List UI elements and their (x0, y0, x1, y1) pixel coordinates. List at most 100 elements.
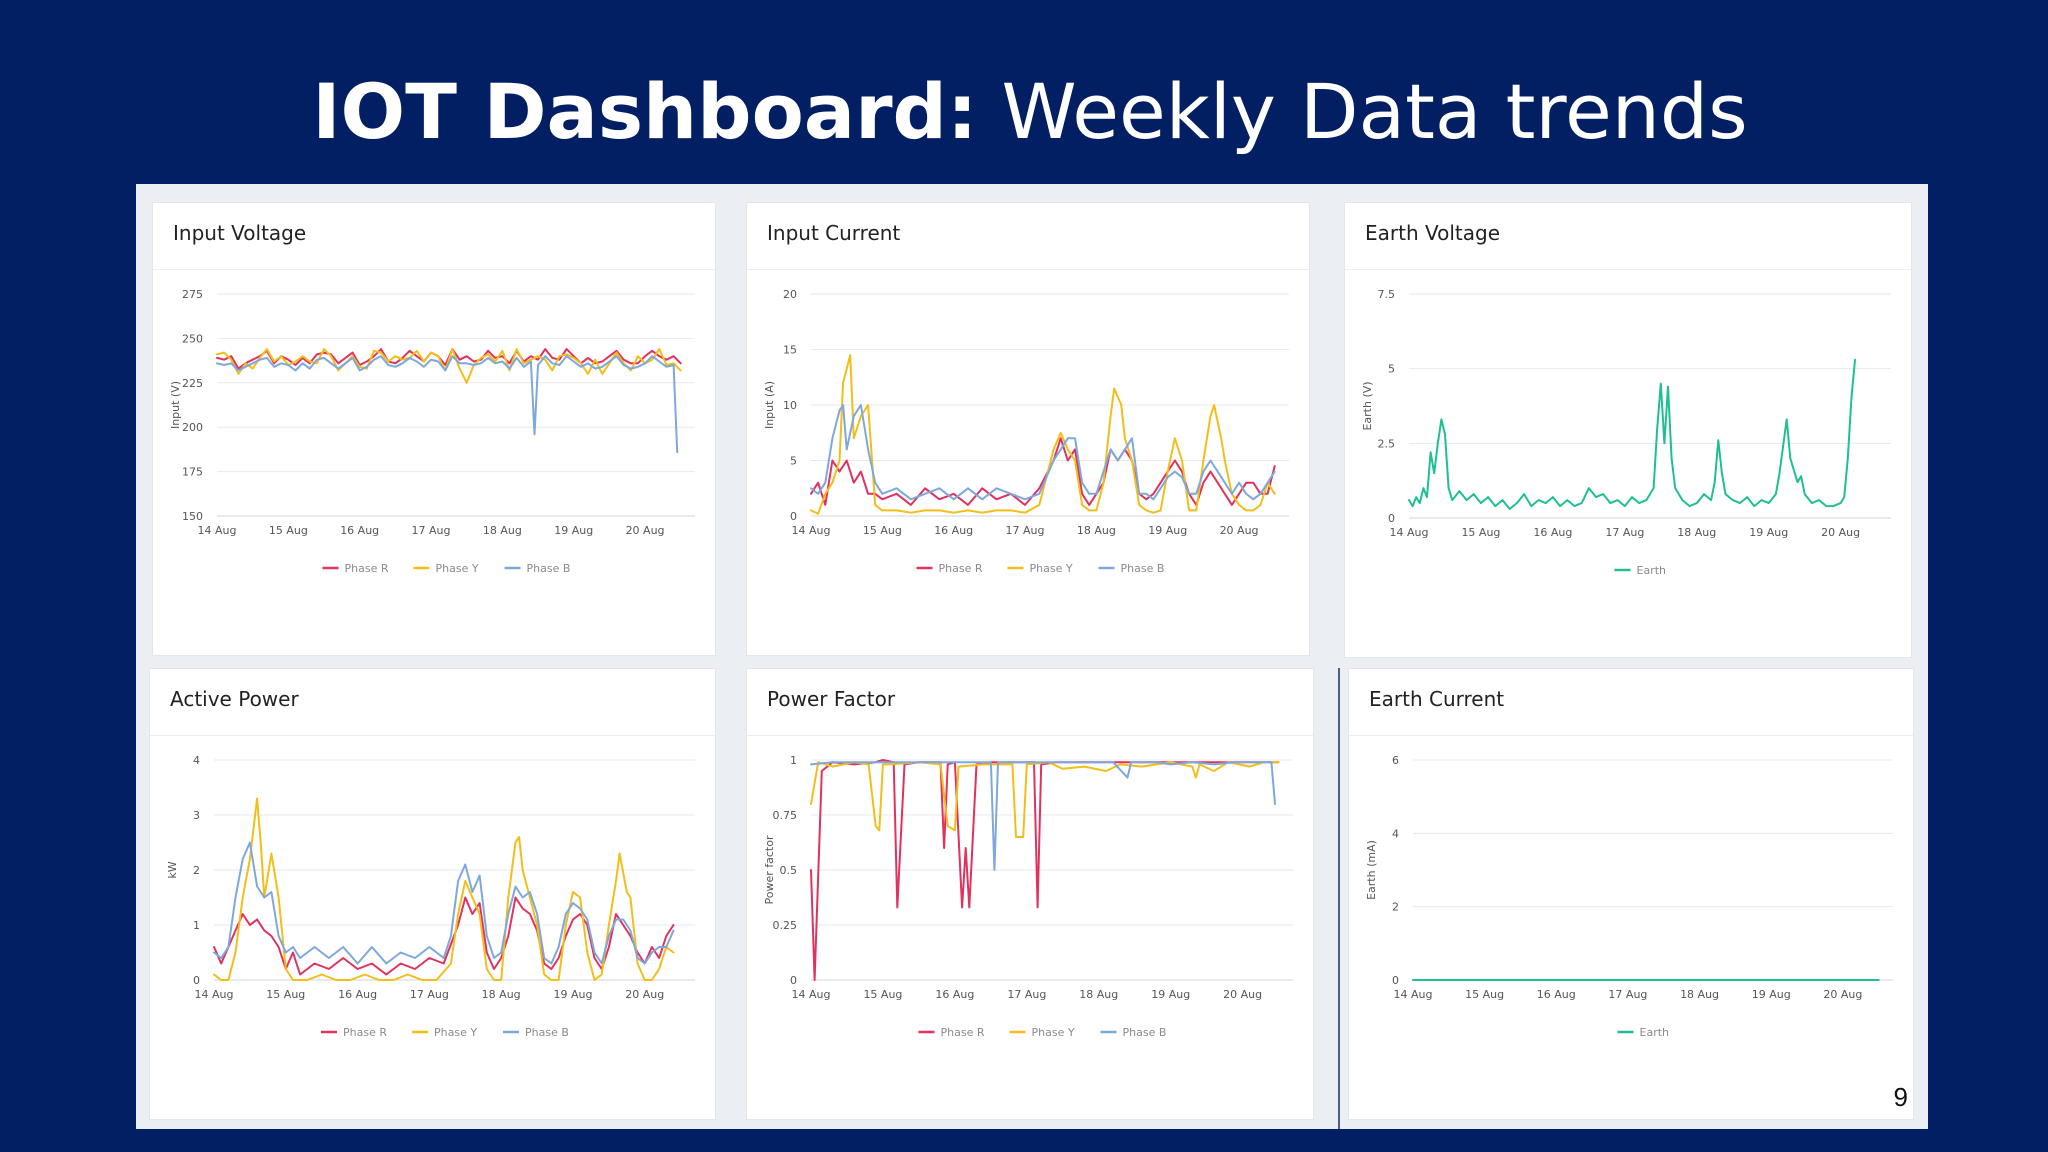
x-tick-label: 16 Aug (935, 988, 974, 1001)
x-tick-label: 17 Aug (1605, 526, 1644, 539)
legend-label: Earth (1640, 1026, 1670, 1039)
card-divider (1345, 269, 1911, 270)
y-axis-label: Earth (mA) (1365, 840, 1378, 900)
x-tick-label: 20 Aug (626, 524, 665, 537)
card-divider (153, 269, 715, 270)
x-tick-label: 14 Aug (195, 988, 234, 1001)
x-tick-label: 17 Aug (1608, 988, 1647, 1001)
card-title: Earth Voltage (1365, 221, 1501, 245)
series-line (213, 841, 675, 965)
input-current-chart: 0 5 10 15 20 Input (A) 14 Aug 15 Aug 16 Aug 17 Au… (763, 288, 1289, 575)
panel-seam (1338, 668, 1340, 1129)
legend-label: Phase B (527, 562, 571, 575)
x-tick-label: 18 Aug (1079, 988, 1118, 1001)
input-voltage-card: Input Voltage 150 175 200 225 250 275 Input (V… (152, 202, 716, 656)
y-tick-label: 15 (783, 344, 797, 357)
y-tick-label: 175 (182, 466, 203, 479)
card-divider (747, 269, 1309, 270)
power-factor-card: Power Factor 0 0.25 0.5 0.75 1 Power factor 14… (746, 668, 1314, 1120)
legend-label: Phase B (1121, 562, 1165, 575)
legend-label: Phase Y (1032, 1026, 1075, 1039)
x-tick-label: 17 Aug (412, 524, 451, 537)
card-title: Input Voltage (173, 221, 307, 245)
legend-label: Phase Y (436, 562, 479, 575)
active-power-chart: 0 1 2 3 4 kW 14 Aug 15 Aug 16 Aug 17 Aug 18 Aug 19 … (166, 754, 695, 1039)
x-tick-label: 19 Aug (1151, 988, 1190, 1001)
card-title: Earth Current (1369, 687, 1505, 711)
legend-label: Phase B (1123, 1026, 1167, 1039)
legend-label: Phase Y (1030, 562, 1073, 575)
x-tick-label: 17 Aug (410, 988, 449, 1001)
y-tick-label: 10 (783, 399, 797, 412)
y-tick-label: 2 (193, 864, 200, 877)
dashboard-panel: Input Voltage 150 175 200 225 250 275 Input (V… (136, 184, 1928, 1129)
slide-title-rest: Weekly Data trends (977, 67, 1748, 156)
x-tick-label: 15 Aug (863, 524, 902, 537)
x-tick-label: 17 Aug (1007, 988, 1046, 1001)
y-axis-label: kW (166, 861, 179, 878)
x-tick-label: 20 Aug (1823, 988, 1862, 1001)
card-divider (1349, 735, 1913, 736)
x-tick-label: 18 Aug (1677, 526, 1716, 539)
legend-label: Phase Y (434, 1026, 477, 1039)
x-tick-label: 20 Aug (1223, 988, 1262, 1001)
y-tick-label: 20 (783, 288, 797, 301)
y-tick-label: 2 (1392, 901, 1399, 914)
slide-title-strong: IOT Dashboard: (312, 67, 978, 156)
y-axis-label: Power factor (763, 835, 776, 904)
card-title: Active Power (170, 687, 299, 711)
y-tick-label: 2.5 (1378, 437, 1396, 450)
x-tick-label: 15 Aug (269, 524, 308, 537)
x-tick-label: 14 Aug (1390, 526, 1429, 539)
earth-current-chart: 0 2 4 6 Earth (mA) 14 Aug 15 Aug 16 Aug 17 Aug 18… (1365, 754, 1893, 1039)
y-tick-label: 5 (790, 455, 797, 468)
x-tick-label: 19 Aug (1752, 988, 1791, 1001)
y-tick-label: 1 (790, 754, 797, 767)
x-tick-label: 18 Aug (1077, 524, 1116, 537)
y-tick-label: 0 (1392, 974, 1399, 987)
card-divider (150, 735, 715, 736)
y-tick-label: 0.25 (773, 919, 798, 932)
x-tick-label: 19 Aug (1148, 524, 1187, 537)
x-tick-label: 15 Aug (1465, 988, 1504, 1001)
x-tick-label: 16 Aug (1533, 526, 1572, 539)
earth-current-card: Earth Current 0 2 4 6 Earth (mA) 14 Aug 15 Aug… (1348, 668, 1914, 1120)
series-line (213, 896, 675, 976)
y-tick-label: 0.5 (780, 864, 798, 877)
legend-label: Phase R (343, 1026, 387, 1039)
series-line (1408, 358, 1856, 510)
page-number: 9 (1893, 1082, 1908, 1112)
card-divider (747, 735, 1313, 736)
x-tick-label: 18 Aug (482, 988, 521, 1001)
y-tick-label: 250 (182, 332, 203, 345)
series-line (213, 797, 675, 981)
y-tick-label: 4 (193, 754, 200, 767)
x-tick-label: 16 Aug (1537, 988, 1576, 1001)
power-factor-chart: 0 0.25 0.5 0.75 1 Power factor 14 Aug 15 Aug 16 … (763, 754, 1293, 1039)
y-tick-label: 0 (790, 974, 797, 987)
x-tick-label: 15 Aug (1461, 526, 1500, 539)
series-line (810, 761, 1276, 871)
legend-label: Phase B (525, 1026, 569, 1039)
y-tick-label: 200 (182, 421, 203, 434)
earth-voltage-chart: 0 2.5 5 7.5 Earth (V) 14 Aug 15 Aug 16 Aug 17 Au… (1361, 288, 1891, 577)
y-axis-label: Input (A) (763, 381, 776, 429)
x-tick-label: 18 Aug (1680, 988, 1719, 1001)
card-title: Power Factor (767, 687, 896, 711)
y-tick-label: 4 (1392, 827, 1399, 840)
x-tick-label: 15 Aug (266, 988, 305, 1001)
x-tick-label: 15 Aug (863, 988, 902, 1001)
y-tick-label: 3 (193, 809, 200, 822)
series-line (216, 348, 682, 384)
x-tick-label: 18 Aug (483, 524, 522, 537)
x-tick-label: 14 Aug (198, 524, 237, 537)
y-tick-label: 225 (182, 377, 203, 390)
y-tick-label: 0.75 (773, 809, 798, 822)
input-voltage-chart: 150 175 200 225 250 275 Input (V) 14 Aug 15 Aug 1… (169, 288, 695, 575)
y-tick-label: 150 (182, 510, 203, 523)
y-axis-label: Earth (V) (1361, 381, 1374, 430)
x-tick-label: 16 Aug (934, 524, 973, 537)
x-tick-label: 14 Aug (1394, 988, 1433, 1001)
y-tick-label: 0 (790, 510, 797, 523)
earth-voltage-card: Earth Voltage 0 2.5 5 7.5 Earth (V) 14 Aug 15 … (1344, 202, 1912, 658)
